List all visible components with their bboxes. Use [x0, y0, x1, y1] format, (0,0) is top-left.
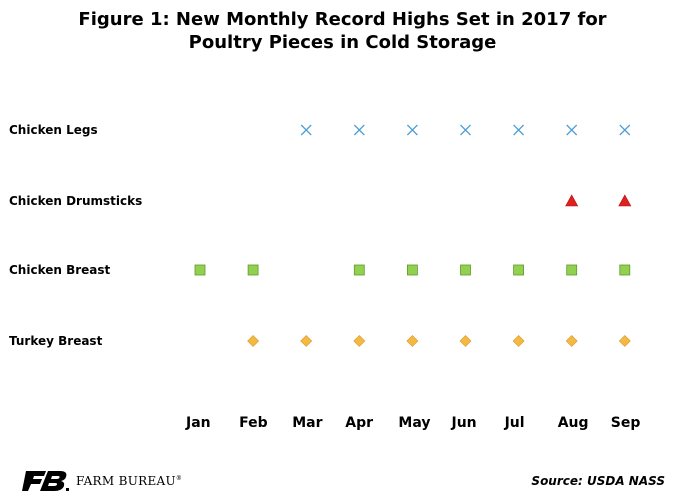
marker-turkey-breast-apr — [353, 335, 366, 347]
chart-title: Figure 1: New Monthly Record Highs Set i… — [0, 8, 685, 54]
marker-turkey-breast-aug — [565, 335, 578, 347]
marker-chicken-breast-jun — [460, 264, 471, 276]
row-label-chicken-legs: Chicken Legs — [9, 123, 98, 137]
farm-bureau-fb-icon — [22, 471, 69, 491]
logo-registered-mark: ® — [175, 475, 183, 482]
x-tick-mar: Mar — [292, 415, 322, 431]
row-label-chicken-breast: Chicken Breast — [9, 263, 111, 277]
chart-title-line-2: Poultry Pieces in Cold Storage — [188, 32, 497, 53]
data-markers — [194, 124, 632, 347]
marker-chicken-legs-apr — [353, 124, 365, 136]
chart-title-line-1: Figure 1: New Monthly Record Highs Set i… — [78, 9, 607, 30]
x-axis-tick-labels: Jan Feb Mar Apr May Jun Jul Aug Sep — [185, 415, 640, 431]
marker-chicken-legs-jul — [513, 124, 525, 136]
farm-bureau-logo: FARM BUREAU® — [22, 468, 182, 494]
x-tick-jun: Jun — [451, 415, 477, 431]
marker-chicken-drumsticks-aug — [565, 194, 579, 207]
marker-chicken-breast-aug — [566, 264, 578, 276]
row-labels: Chicken Legs Chicken Drumsticks Chicken Br… — [9, 123, 142, 348]
marker-chicken-legs-mar — [300, 124, 312, 136]
x-tick-sep: Sep — [611, 415, 641, 431]
marker-chicken-breast-jul — [513, 264, 524, 276]
marker-turkey-breast-may — [406, 335, 419, 347]
x-tick-feb: Feb — [239, 415, 268, 431]
marker-chicken-legs-sep — [619, 124, 631, 136]
marker-turkey-breast-mar — [300, 335, 313, 347]
marker-chicken-drumsticks-sep — [618, 194, 632, 207]
marker-chicken-breast-apr — [353, 264, 365, 276]
marker-chicken-legs-may — [406, 124, 418, 136]
x-tick-jul: Jul — [504, 415, 525, 431]
row-label-turkey-breast: Turkey Breast — [9, 334, 103, 348]
marker-chicken-breast-feb — [247, 264, 259, 276]
marker-chicken-breast-jan — [194, 264, 206, 276]
source-note: Source: USDA NASS — [531, 474, 665, 488]
marker-turkey-breast-jul — [512, 335, 525, 347]
x-tick-may: May — [398, 415, 430, 431]
x-tick-jan: Jan — [185, 415, 211, 431]
logo-text-name: FARM BUREAU — [76, 474, 176, 488]
marker-turkey-breast-feb — [247, 335, 260, 347]
marker-turkey-breast-jun — [459, 335, 472, 347]
marker-chicken-breast-may — [406, 264, 418, 276]
marker-chicken-breast-sep — [619, 264, 631, 276]
farm-bureau-logo-text: FARM BUREAU® — [76, 474, 182, 488]
x-tick-aug: Aug — [558, 415, 589, 431]
marker-chicken-legs-jun — [460, 124, 471, 136]
marker-turkey-breast-sep — [618, 335, 631, 347]
row-label-chicken-drumsticks: Chicken Drumsticks — [9, 194, 142, 208]
marker-chicken-legs-aug — [566, 124, 578, 136]
x-tick-apr: Apr — [345, 415, 373, 431]
